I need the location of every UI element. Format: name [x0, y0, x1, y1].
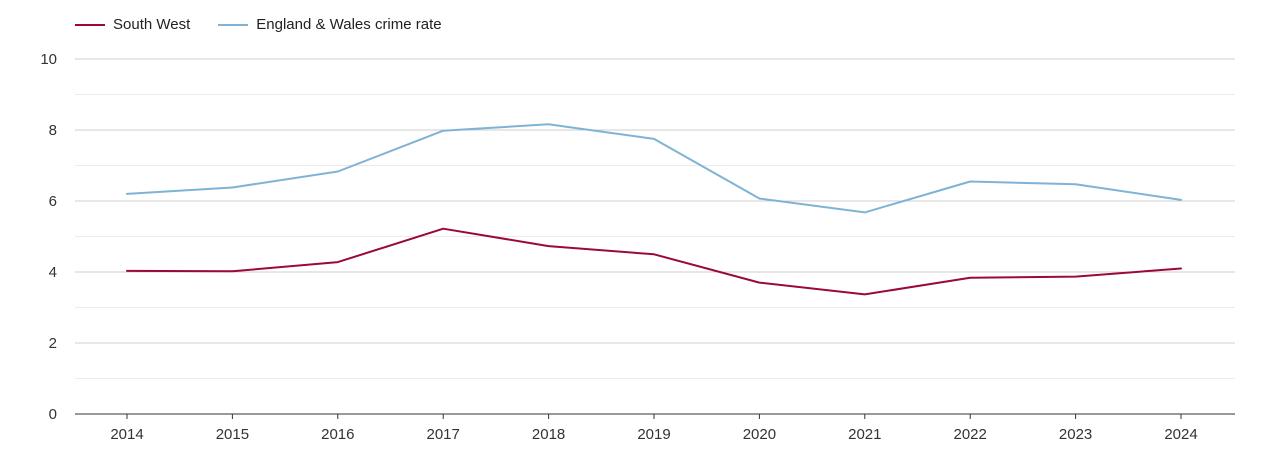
legend-label-south-west: South West: [113, 16, 191, 33]
x-tick-label: 2022: [954, 426, 987, 443]
y-tick-label: 4: [49, 264, 57, 281]
legend: South West England & Wales crime rate: [75, 16, 470, 33]
y-tick-label: 2: [49, 335, 57, 352]
y-tick-label: 0: [49, 406, 57, 423]
y-tick-label: 8: [49, 122, 57, 139]
legend-swatch-england-wales: [218, 23, 249, 26]
x-tick-label: 2018: [532, 426, 565, 443]
y-axis: 0 2 4 6 8 10: [40, 51, 57, 423]
x-tick-label: 2014: [110, 426, 143, 443]
x-tick-label: 2016: [321, 426, 354, 443]
series-line-south-west[interactable]: [126, 227, 1182, 296]
x-axis: 2014 2015 2016 2017 2018 2019 2020 2021 2022 2023…: [75, 413, 1235, 443]
x-tick-label: 2017: [427, 426, 460, 443]
grid-lines: [75, 58, 1235, 379]
legend-item-england-wales[interactable]: England & Wales crime rate: [218, 16, 442, 33]
x-tick-label: 2019: [637, 426, 670, 443]
x-tick-label: 2020: [743, 426, 776, 443]
x-tick-label: 2024: [1164, 426, 1197, 443]
x-tick-label: 2021: [848, 426, 881, 443]
legend-label-england-wales: England & Wales crime rate: [256, 16, 442, 33]
y-tick-label: 10: [40, 51, 57, 68]
legend-swatch-south-west: [75, 23, 105, 26]
series-line-england-wales-crime-rate[interactable]: [126, 123, 1182, 214]
legend-item-south-west[interactable]: South West: [75, 16, 190, 33]
series-group: [126, 123, 1182, 296]
x-tick-label: 2015: [216, 426, 249, 443]
x-tick-label: 2023: [1059, 426, 1092, 443]
y-tick-label: 6: [49, 193, 57, 210]
